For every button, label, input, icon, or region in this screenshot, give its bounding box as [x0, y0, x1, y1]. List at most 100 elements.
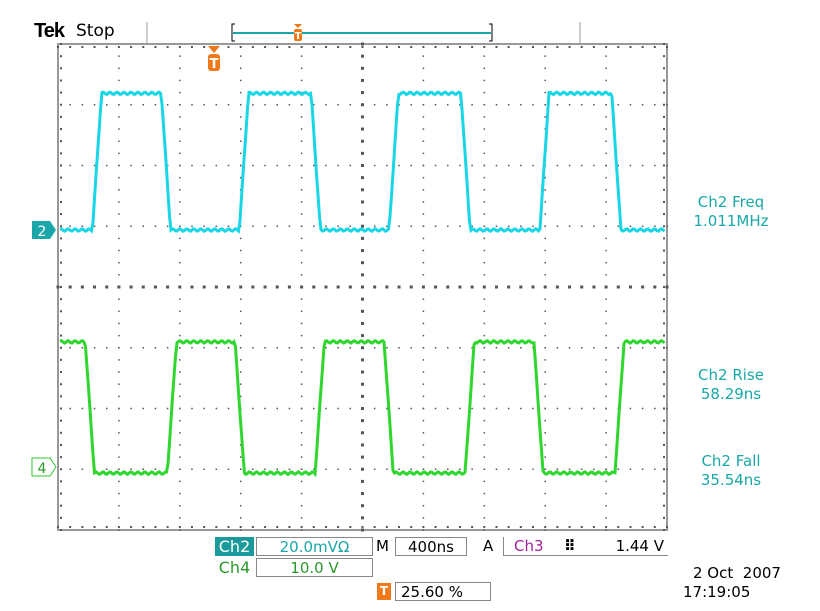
grid-dot [129, 285, 133, 289]
grid-dot [663, 516, 665, 519]
grid-dot [568, 104, 571, 106]
grid-dot [568, 164, 571, 167]
grid-dot [179, 91, 181, 94]
grid-dot [398, 104, 400, 106]
grid-dot [568, 468, 571, 470]
grid-dot [337, 347, 339, 349]
grid-dot [142, 46, 145, 48]
grid-dot [470, 285, 474, 289]
grid-dot [166, 46, 169, 48]
grid-dot [337, 225, 339, 227]
grid-dot [653, 285, 657, 289]
ch2-label[interactable]: Ch2 [215, 537, 254, 556]
grid-dot [239, 261, 242, 264]
svg-text:T: T [210, 57, 219, 72]
grid-dot [483, 164, 486, 167]
grid-dot [663, 91, 665, 94]
grid-dot [422, 395, 425, 398]
grid-dot [398, 225, 400, 227]
grid-dot [118, 419, 120, 422]
grid-dot [276, 46, 279, 48]
grid-dot [179, 152, 181, 155]
grid-dot [663, 358, 665, 361]
grid-dot [446, 526, 449, 528]
grid-dot [629, 46, 632, 48]
grid-dot [179, 164, 181, 167]
trigger-readout[interactable]: Ch3 ⠿ 1.44 V [503, 537, 668, 556]
grid-dot [118, 432, 120, 434]
ch4-label[interactable]: Ch4 [218, 558, 251, 577]
grid-dot [665, 285, 669, 289]
grid-dot [313, 407, 315, 410]
grid-dot [410, 526, 413, 528]
grid-dot [60, 176, 62, 179]
grid-dot [471, 407, 473, 410]
grid-dot [605, 334, 607, 337]
grid-dot [532, 225, 534, 227]
grid-dot [300, 310, 303, 313]
grid-dot [422, 298, 425, 300]
grid-dot [69, 164, 71, 167]
grid-dot [532, 164, 534, 167]
grid-dot [227, 164, 230, 167]
grid-dot [483, 492, 486, 495]
grid-dot [60, 419, 62, 422]
grid-dot [60, 140, 62, 143]
grid-dot [544, 91, 546, 94]
grid-dot [60, 152, 62, 155]
grid-dot [166, 225, 169, 227]
grid-dot [178, 285, 182, 289]
grid-dot [422, 334, 425, 337]
grid-dot [81, 526, 84, 528]
grid-dot [663, 164, 665, 167]
grid-dot [361, 200, 364, 204]
grid-dot [663, 273, 665, 276]
grid-dot [239, 468, 242, 470]
ch2-scale[interactable]: 20.0mVΩ [256, 537, 373, 556]
grid-dot [239, 116, 242, 118]
timebase-value[interactable]: 400ns [395, 537, 467, 556]
grid-dot [483, 261, 486, 264]
trigger-position[interactable]: 25.60 % [395, 582, 491, 601]
grid-dot [179, 189, 181, 191]
grid-dot [422, 104, 425, 106]
ch4-scale[interactable]: 10.0 V [256, 558, 373, 577]
grid-dot [422, 310, 425, 313]
grid-dot [118, 140, 120, 142]
grid-dot [532, 104, 534, 106]
grid-dot [93, 347, 96, 349]
grid-dot [447, 225, 449, 227]
grid-dot [663, 67, 665, 70]
grid-dot [263, 285, 267, 289]
grid-dot [166, 104, 169, 106]
grid-dot [556, 164, 559, 167]
grid-dot [483, 517, 486, 519]
grid-dot [616, 285, 620, 289]
grid-dot [361, 479, 364, 483]
grid-dot [239, 347, 242, 349]
grid-dot [69, 104, 71, 106]
grid-dot [190, 46, 193, 48]
grid-dot [422, 67, 425, 70]
grid-dot [483, 55, 486, 57]
grid-dot [203, 347, 205, 349]
grid-dot [663, 298, 665, 301]
grid-dot [593, 164, 595, 167]
grid-dot [154, 468, 157, 470]
grid-dot [447, 347, 449, 349]
grid-dot [337, 46, 340, 48]
grid-dot [385, 46, 388, 48]
grid-dot [422, 407, 425, 410]
grid-dot [300, 46, 303, 48]
grid-dot [239, 298, 242, 300]
grid-dot [203, 468, 205, 470]
grid-dot [179, 225, 181, 227]
grid-dot [422, 526, 425, 528]
grid-dot [629, 164, 632, 167]
grid-dot [422, 79, 425, 82]
grid-dot [154, 526, 157, 528]
grid-dot [166, 285, 170, 289]
grid-dot [81, 46, 84, 48]
grid-dot [386, 225, 388, 227]
grid-dot [361, 455, 364, 459]
